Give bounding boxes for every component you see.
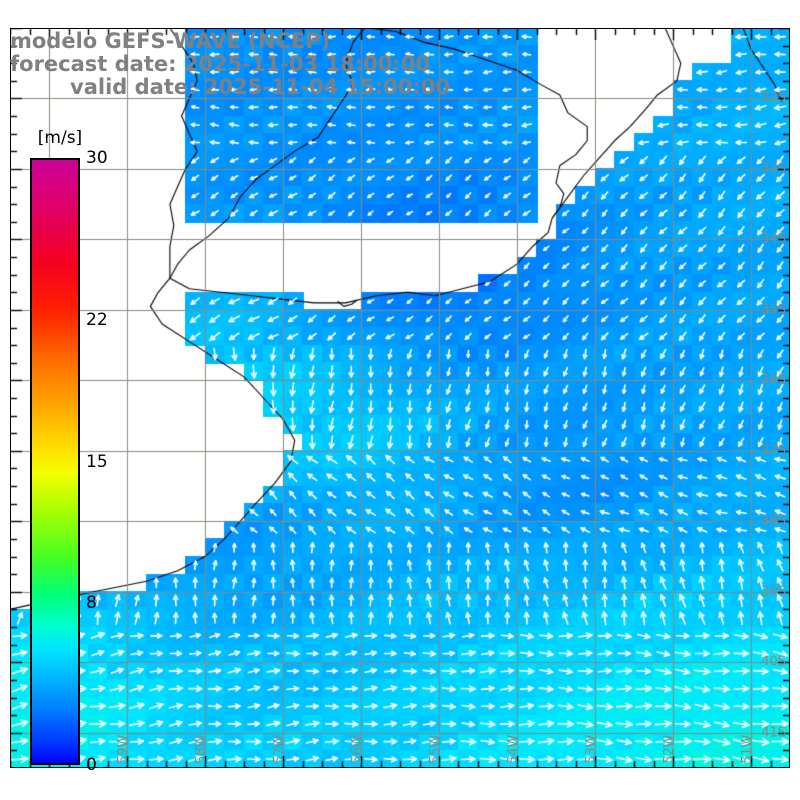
lon-label-56W: 56W	[350, 734, 365, 764]
lat-label-40S: 40S	[761, 654, 786, 670]
forecast-date: forecast date: 2025-11-03 18:00:00	[10, 52, 430, 76]
lon-label-51W: 51W	[740, 734, 755, 764]
lon-label-55W: 55W	[428, 734, 443, 764]
colorbar-tick-8: 8	[86, 593, 97, 614]
colorbar-tick-30: 30	[86, 148, 108, 168]
lat-label-35S: 35S	[761, 302, 786, 318]
model-title: modelo GEFS-WAVE (NCEP)	[10, 29, 331, 53]
lon-label-57W: 57W	[272, 734, 287, 764]
lat-label-33S: 33S	[761, 161, 786, 177]
colorbar-tick-0: 0	[86, 755, 97, 775]
lon-label-54W: 54W	[506, 734, 521, 764]
lat-label-37S: 37S	[761, 443, 786, 459]
lat-label-38S: 38S	[761, 513, 786, 529]
lat-label-36S: 36S	[761, 372, 786, 388]
lon-label-58W: 58W	[194, 734, 209, 764]
colorbar-tick-15: 15	[86, 451, 108, 472]
lat-label-39S: 39S	[761, 584, 786, 600]
colorbar[interactable]	[30, 158, 80, 765]
lon-label-59W: 59W	[116, 734, 131, 764]
lon-label-52W: 52W	[662, 734, 677, 764]
colorbar-gradient	[30, 158, 80, 765]
map-plot-area[interactable]	[10, 28, 790, 768]
lat-label-32S: 32S	[761, 90, 786, 106]
lat-label-34S: 34S	[761, 231, 786, 247]
graticule-grid	[10, 28, 790, 768]
lat-label-41S: 41S	[761, 725, 786, 741]
valid-date: valid date: 2025-11-04 15:00:00	[70, 75, 450, 99]
lon-label-53W: 53W	[584, 734, 599, 764]
colorbar-unit-label: [m/s]	[37, 128, 83, 148]
colorbar-tick-22: 22	[86, 309, 108, 330]
